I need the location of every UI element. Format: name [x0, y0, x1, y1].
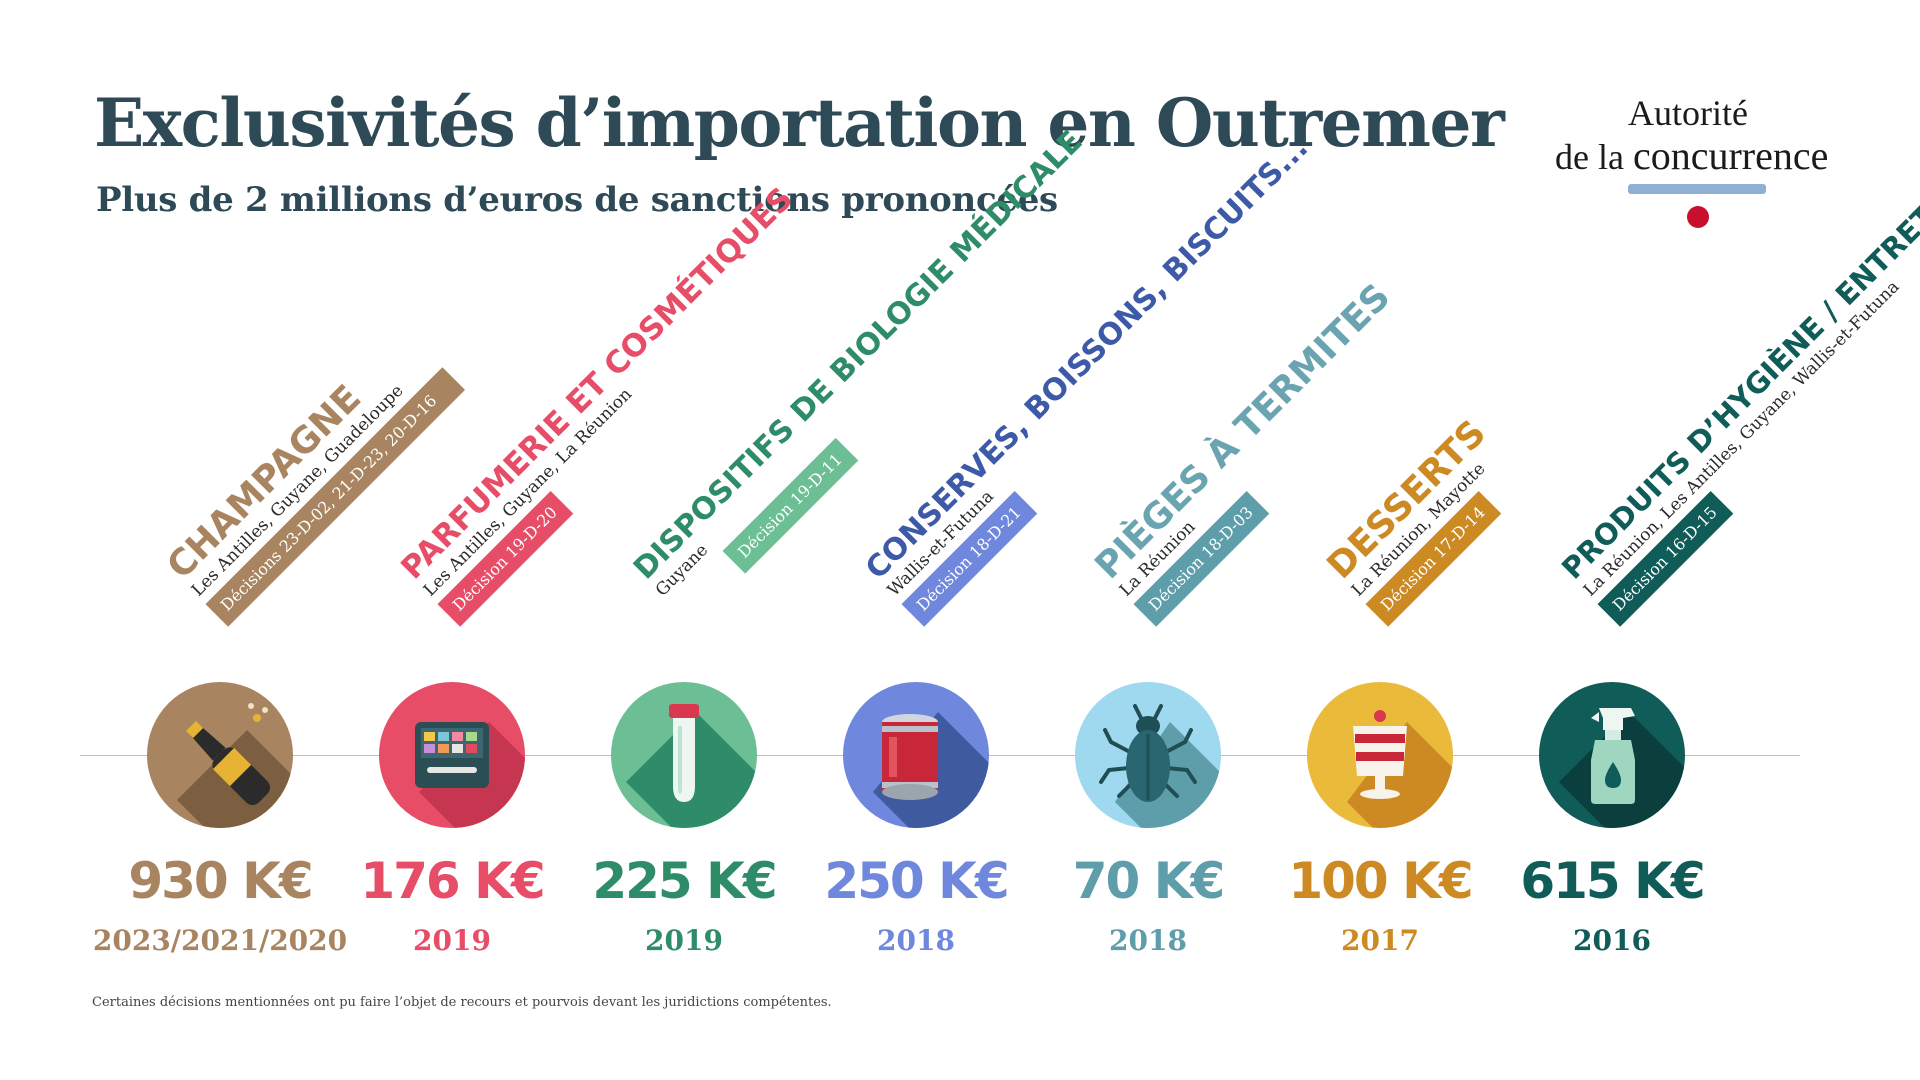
logo-line-2a: de la	[1555, 137, 1624, 177]
logo-line-2b: concurrence	[1632, 133, 1829, 178]
dessert-icon	[1307, 682, 1453, 828]
category-label-6: DESSERTS	[1320, 413, 1495, 588]
decision-box-3	[722, 437, 859, 574]
places-label-6: La Réunion, Mayotte	[1348, 459, 1490, 601]
termite-icon	[1075, 682, 1221, 828]
amount-label-3: 225 K€	[592, 852, 777, 910]
year-label-7: 2016	[1573, 924, 1651, 957]
logo-dot	[1687, 206, 1709, 228]
amount-label-4: 250 K€	[824, 852, 1009, 910]
year-label-5: 2018	[1109, 924, 1187, 957]
places-label-2: Les Antilles, Guyane, La Réunion	[420, 384, 636, 600]
decision-box-2	[437, 490, 574, 627]
label-group-6: DESSERTS La Réunion, Mayotte Décision 17…	[1320, 413, 1502, 627]
tin-can-icon	[843, 682, 989, 828]
places-label-5: La Réunion	[1116, 517, 1200, 601]
amount-label-1: 930 K€	[128, 852, 313, 910]
decision-label-5: Décision 18-D-03	[1145, 503, 1257, 615]
test-tube-icon	[611, 682, 757, 828]
decision-box-1	[205, 367, 466, 627]
amount-label-6: 100 K€	[1288, 852, 1473, 910]
autorite-logo: Autorité de la concurrence	[1540, 92, 1870, 242]
decision-label-2: Décision 19-D-20	[449, 503, 561, 615]
category-label-5: PIÈGES À TERMITES	[1087, 276, 1399, 588]
amount-label-2: 176 K€	[360, 852, 545, 910]
year-label-4: 2018	[877, 924, 955, 957]
decision-box-4	[901, 490, 1038, 627]
year-label-3: 2019	[645, 924, 723, 957]
page-subtitle: Plus de 2 millions d’euros de sanctions …	[96, 180, 1058, 220]
makeup-palette-icon	[379, 682, 525, 828]
amount-label-7: 615 K€	[1520, 852, 1705, 910]
decision-label-7: Décision 16-D-15	[1609, 503, 1721, 615]
spray-bottle-icon	[1539, 682, 1685, 828]
category-label-2: PARFUMERIE ET COSMÉTIQUES	[394, 181, 800, 587]
page-title: Exclusivités d’importation en Outremer	[94, 84, 1505, 162]
label-group-5: PIÈGES À TERMITES La Réunion Décision 18…	[1087, 276, 1399, 627]
places-label-7: La Réunion, Les Antilles, Guyane, Wallis…	[1580, 277, 1904, 601]
year-label-2: 2019	[413, 924, 491, 957]
places-label-1: Les Antilles, Guyane, Guadeloupe	[188, 381, 408, 601]
category-label-1: CHAMPAGNE	[160, 377, 370, 587]
decision-box-7	[1597, 490, 1734, 627]
logo-bar	[1628, 184, 1766, 194]
decision-box-6	[1365, 490, 1502, 627]
decision-label-6: Décision 17-D-14	[1377, 503, 1489, 615]
logo-line-2: de la concurrence	[1555, 132, 1828, 179]
year-label-1: 2023/2021/2020	[92, 924, 348, 957]
places-label-4: Wallis-et-Futuna	[884, 487, 998, 601]
places-label-3: Guyane	[652, 540, 712, 600]
decision-box-5	[1133, 490, 1270, 627]
label-group-2: PARFUMERIE ET COSMÉTIQUES Les Antilles, …	[394, 181, 800, 627]
champagne-icon	[147, 682, 293, 828]
footnote: Certaines décisions mentionnées ont pu f…	[92, 995, 832, 1010]
label-group-1: CHAMPAGNE Les Antilles, Guyane, Guadelou…	[160, 367, 466, 627]
decision-label-1: Décisions 23-D-02, 21-D-23, 20-D-16	[217, 391, 441, 615]
year-label-6: 2017	[1341, 924, 1419, 957]
amount-label-5: 70 K€	[1072, 852, 1226, 910]
logo-line-1: Autorité	[1628, 93, 1748, 133]
decision-label-4: Décision 18-D-21	[913, 503, 1025, 615]
decision-label-3: Décision 19-D-11	[734, 450, 846, 562]
